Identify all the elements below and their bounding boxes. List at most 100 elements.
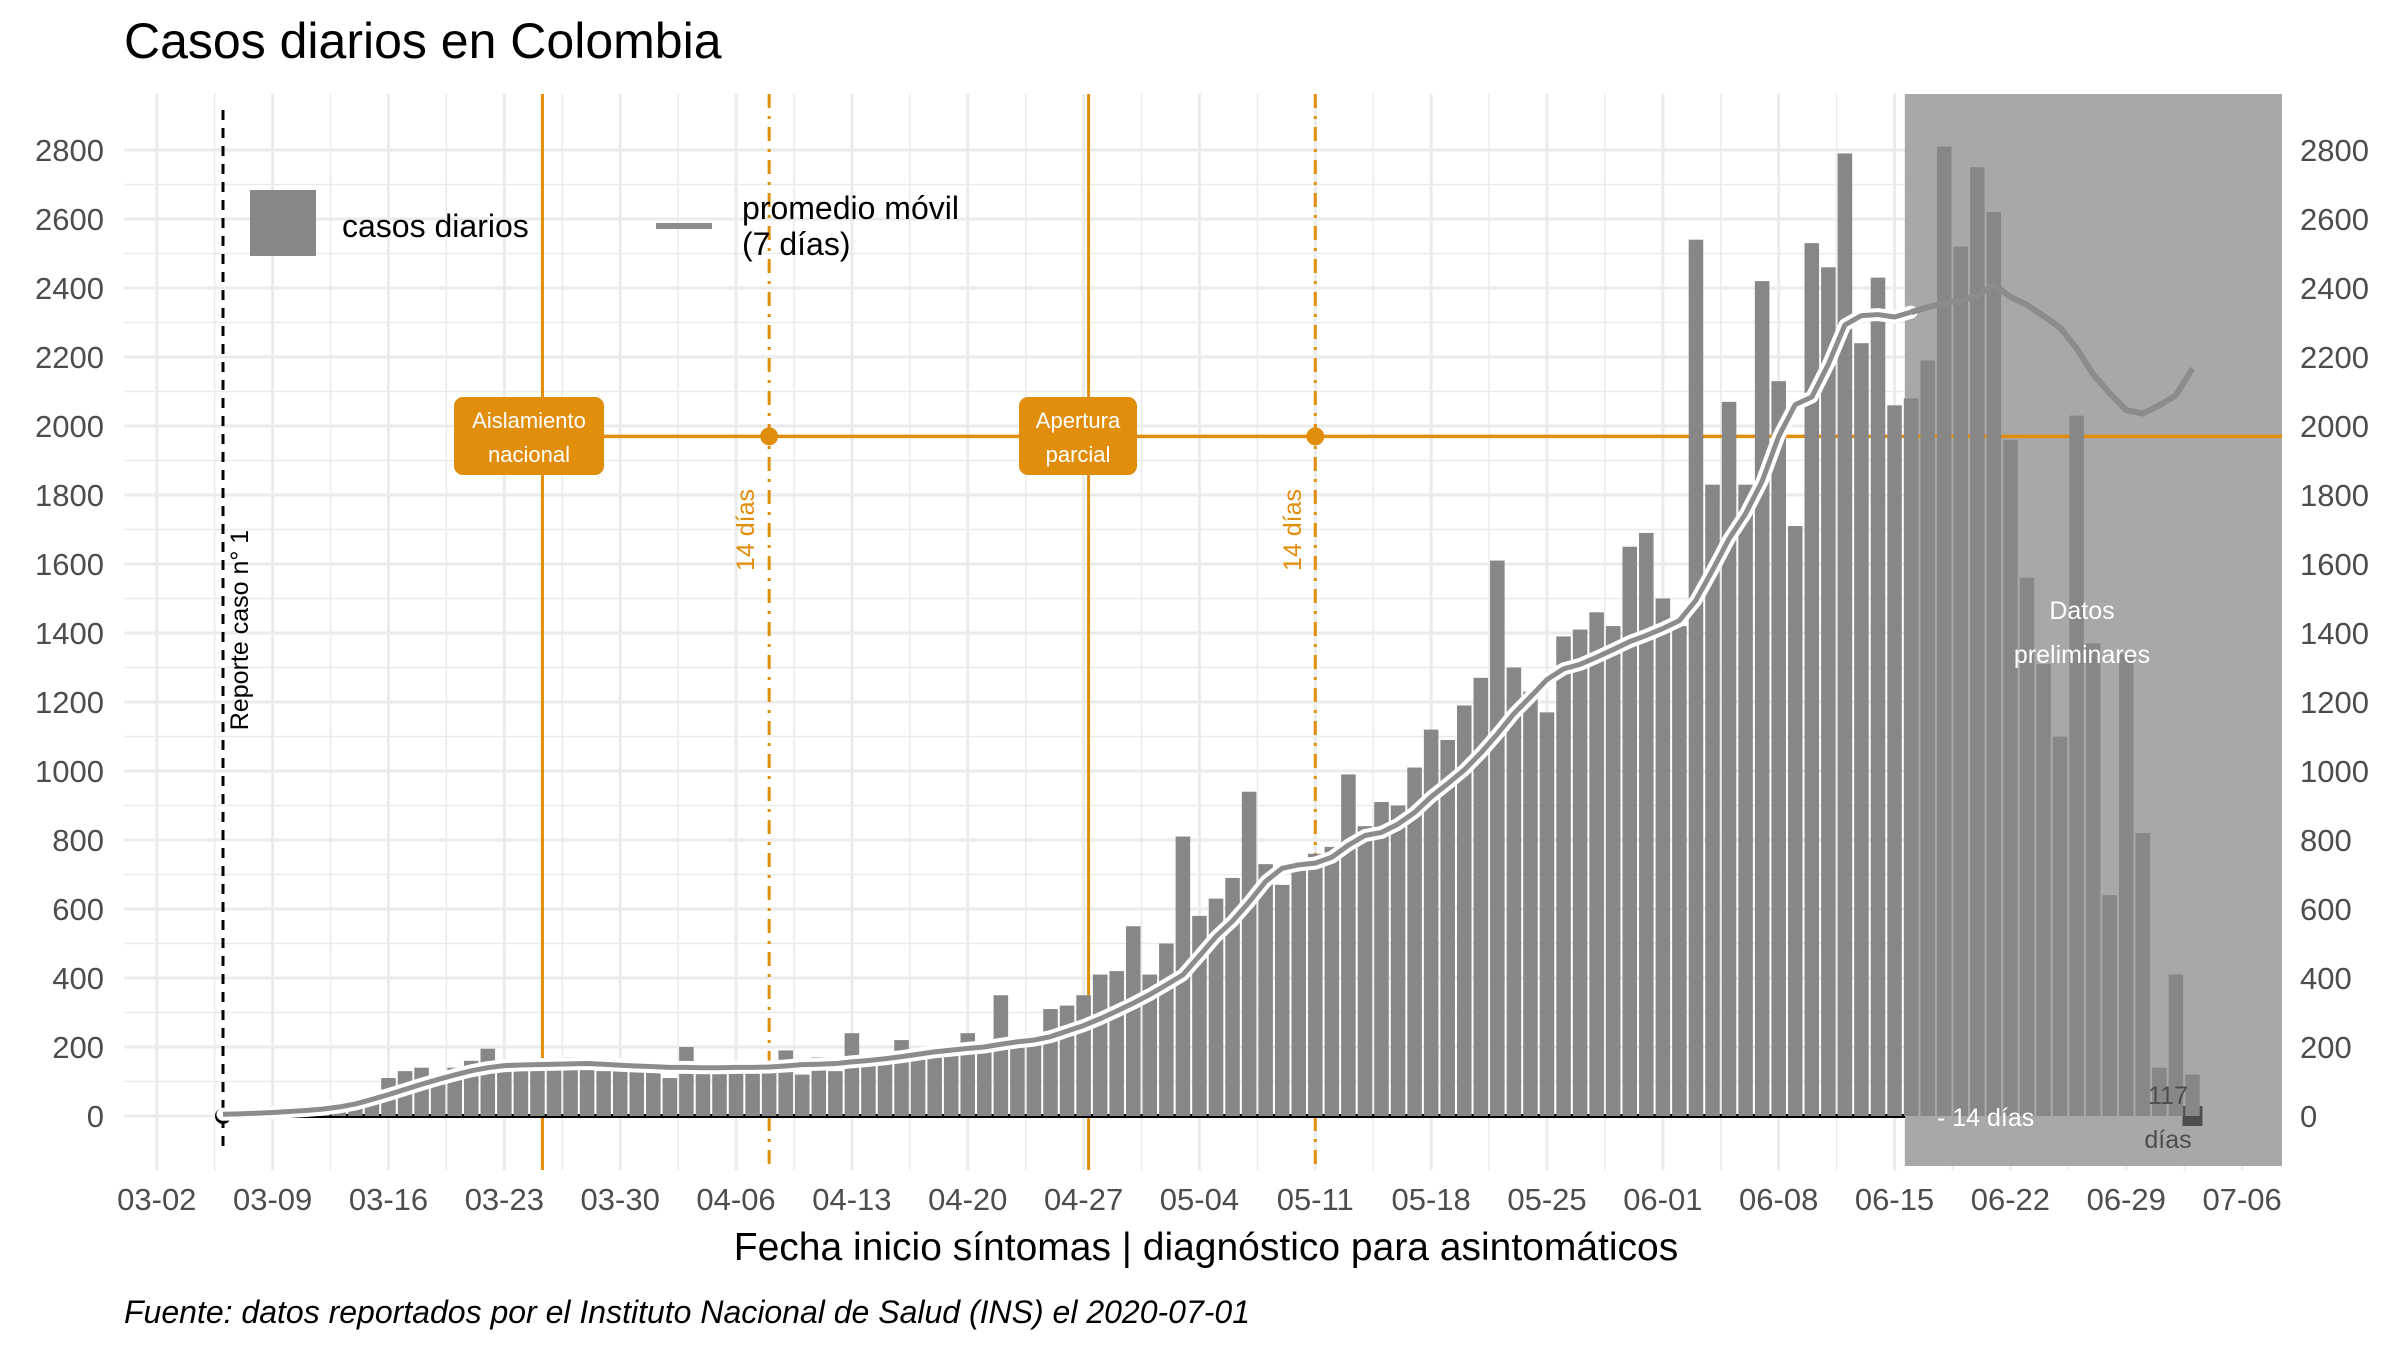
bar bbox=[1970, 167, 1985, 1116]
bar bbox=[679, 1047, 694, 1116]
bar bbox=[2052, 736, 2068, 1116]
bar bbox=[2135, 833, 2151, 1116]
n117-label-1: 117 bbox=[2148, 1082, 2188, 1110]
bar bbox=[1142, 974, 1158, 1116]
y-tick-label-left: 0 bbox=[87, 1099, 104, 1134]
bar bbox=[2102, 895, 2117, 1116]
first-case-label: Reporte caso n° 1 bbox=[226, 530, 254, 730]
y-tick-label-right: 2600 bbox=[2300, 202, 2369, 237]
bar bbox=[1837, 153, 1853, 1116]
y-tick-label-right: 400 bbox=[2300, 961, 2352, 996]
bar bbox=[1423, 729, 1439, 1116]
y-tick-label-left: 1800 bbox=[35, 478, 104, 513]
bar bbox=[1572, 629, 1588, 1116]
bar bbox=[2019, 577, 2035, 1116]
bar bbox=[2036, 664, 2051, 1116]
bar bbox=[1622, 546, 1638, 1116]
y-tick-label-right: 200 bbox=[2300, 1030, 2352, 1065]
y-tick-label-left: 2000 bbox=[35, 409, 104, 444]
y-tick-label-left: 1200 bbox=[35, 685, 104, 720]
bar bbox=[1556, 636, 1571, 1116]
minus14-label: - 14 días bbox=[1937, 1104, 2034, 1132]
bar bbox=[794, 1074, 810, 1116]
y-tick-label-right: 2800 bbox=[2300, 133, 2369, 168]
event-plus14-marker bbox=[760, 427, 779, 446]
legend-label-line-2: (7 días) bbox=[742, 226, 850, 262]
moving-average bbox=[216, 281, 2196, 1121]
y-tick-label-right: 0 bbox=[2300, 1099, 2317, 1134]
reopening-box bbox=[1019, 397, 1137, 475]
bar bbox=[728, 1071, 744, 1116]
y-tick-label-right: 1800 bbox=[2300, 478, 2369, 513]
bar bbox=[1407, 767, 1422, 1116]
bar bbox=[1953, 246, 1969, 1117]
n117-label-2: días bbox=[2144, 1126, 2191, 1154]
legend-label-line-1: promedio móvil bbox=[742, 190, 959, 226]
bar bbox=[943, 1050, 959, 1116]
moving-average-line bbox=[222, 309, 1912, 1117]
bar bbox=[2152, 1067, 2167, 1116]
bar bbox=[629, 1067, 645, 1116]
x-tick-label: 05-18 bbox=[1392, 1182, 1471, 1217]
bar bbox=[877, 1064, 893, 1116]
bar bbox=[1787, 526, 1803, 1116]
bar bbox=[1374, 802, 1389, 1116]
y-tick-label-left: 2600 bbox=[35, 202, 104, 237]
y-tick-label-right: 1000 bbox=[2300, 754, 2369, 789]
days14-label-a: 14 días bbox=[732, 489, 760, 571]
bar bbox=[1092, 974, 1108, 1116]
x-tick-label: 05-04 bbox=[1160, 1182, 1239, 1217]
bar bbox=[1672, 626, 1687, 1116]
bar bbox=[1308, 853, 1323, 1116]
x-tick-label: 03-16 bbox=[349, 1182, 428, 1217]
y-tick-label-left: 1600 bbox=[35, 547, 104, 582]
bar bbox=[1225, 877, 1240, 1116]
bar bbox=[1903, 398, 1919, 1116]
y-tick-label-left: 600 bbox=[52, 892, 104, 927]
x-tick-label: 05-11 bbox=[1277, 1182, 1354, 1217]
y-tick-label-left: 1000 bbox=[35, 754, 104, 789]
bar bbox=[1870, 277, 1886, 1116]
bar bbox=[828, 1071, 843, 1116]
bar bbox=[1241, 791, 1257, 1116]
annotation-reopening: Apertura parcial bbox=[1019, 397, 1137, 475]
bar bbox=[1109, 971, 1124, 1116]
reopening-label-1: Apertura bbox=[1036, 408, 1121, 433]
y-tick-label-left: 800 bbox=[52, 823, 104, 858]
bar bbox=[513, 1064, 529, 1116]
reopening-label-2: parcial bbox=[1046, 442, 1111, 467]
bar bbox=[1010, 1036, 1025, 1116]
legend: casos diarios promedio móvil (7 días) bbox=[250, 190, 959, 262]
bar bbox=[1043, 1009, 1058, 1116]
bar bbox=[1506, 667, 1522, 1116]
bar bbox=[1523, 691, 1538, 1116]
bar bbox=[844, 1033, 860, 1116]
bar bbox=[1291, 867, 1307, 1116]
bar bbox=[1059, 1005, 1075, 1116]
y-tick-label-left: 1400 bbox=[35, 616, 104, 651]
lockdown-label-1: Aislamiento bbox=[472, 408, 586, 433]
bar bbox=[1390, 805, 1406, 1116]
bar bbox=[1324, 846, 1340, 1116]
bar bbox=[480, 1048, 496, 1116]
bar bbox=[1639, 532, 1654, 1116]
y-tick-label-left: 2200 bbox=[35, 340, 104, 375]
x-tick-label: 07-06 bbox=[2202, 1182, 2281, 1217]
x-tick-label: 06-29 bbox=[2087, 1182, 2166, 1217]
bar bbox=[1341, 774, 1356, 1116]
bar bbox=[596, 1071, 611, 1116]
bar bbox=[497, 1064, 512, 1116]
y-tick-label-left: 200 bbox=[52, 1030, 104, 1065]
bar bbox=[2085, 643, 2101, 1116]
x-tick-label: 03-09 bbox=[233, 1182, 312, 1217]
y-tick-label-left: 2400 bbox=[35, 271, 104, 306]
y-tick-label-right: 2400 bbox=[2300, 271, 2369, 306]
bar bbox=[861, 1064, 876, 1116]
annotation-lockdown: Aislamiento nacional bbox=[454, 397, 604, 475]
bar bbox=[910, 1050, 926, 1116]
x-tick-label: 04-13 bbox=[812, 1182, 891, 1217]
event-plus14-marker bbox=[1306, 427, 1325, 446]
bars bbox=[215, 146, 2200, 1117]
bar bbox=[1804, 243, 1820, 1116]
